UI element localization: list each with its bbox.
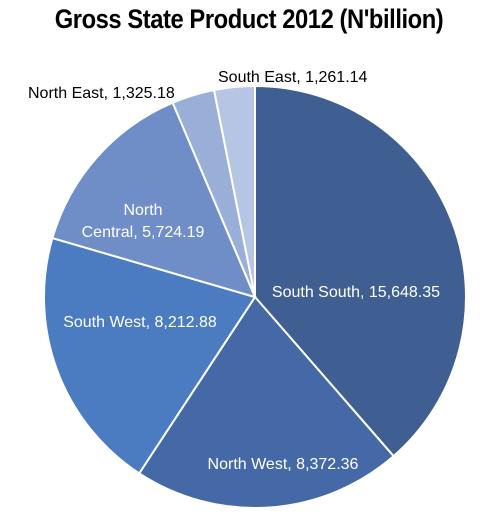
pie-slice-south-south bbox=[254, 84, 467, 458]
pie-slice-south-east bbox=[212, 84, 256, 298]
pie-slice-south-west bbox=[43, 236, 257, 475]
slice-label-north-east: North East, 1,325.18 bbox=[28, 85, 175, 102]
slice-label-north-west: North West, 8,372.36 bbox=[208, 456, 359, 473]
pie-slice-north-west bbox=[137, 295, 395, 509]
slice-label-south-west: South West, 8,212.88 bbox=[63, 314, 217, 331]
chart-title: Gross State Product 2012 (N'billion) bbox=[54, 4, 444, 34]
slice-label-north-central: North Central, 5,724.19 bbox=[82, 202, 205, 241]
slice-label-south-south: South South, 15,648.35 bbox=[272, 284, 440, 301]
slice-label-south-east: South East, 1,261.14 bbox=[218, 69, 368, 86]
pie-slice-north-central bbox=[51, 101, 257, 299]
